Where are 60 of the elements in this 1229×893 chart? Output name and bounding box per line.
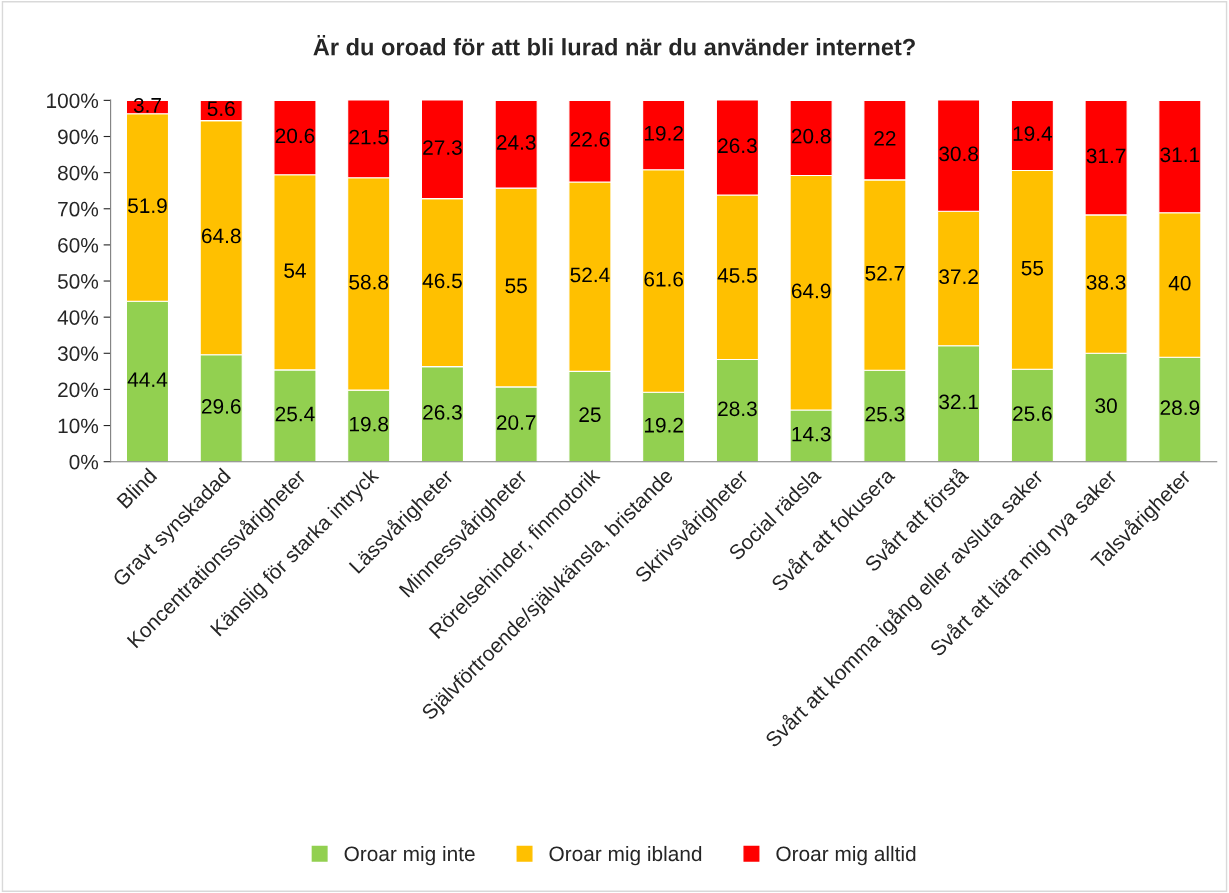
data-label: 20.6: [275, 128, 315, 144]
data-label: 58.8: [349, 274, 389, 290]
data-label: 26.3: [718, 138, 757, 154]
data-label: 30.8: [939, 146, 978, 162]
y-tick-label: 90%: [58, 129, 99, 145]
data-label: 38.3: [1086, 274, 1126, 290]
y-tick-label: 20%: [58, 382, 99, 398]
data-label: 25.6: [1013, 406, 1052, 422]
data-label: 64.9: [791, 283, 831, 299]
data-label: 37.2: [939, 269, 978, 285]
data-label: 64.8: [202, 228, 241, 244]
data-label: 19.8: [350, 416, 389, 432]
data-label: 19.2: [644, 417, 683, 433]
data-label: 51.9: [128, 198, 167, 214]
data-label: 28.3: [718, 401, 757, 417]
data-label: 29.6: [202, 399, 241, 414]
data-label: 61.6: [644, 271, 684, 287]
y-tick-label: 100%: [47, 93, 99, 109]
data-label: 20.7: [496, 415, 536, 430]
chart-title: Är du oroad för att bli lurad när du använder internet?: [313, 35, 915, 56]
data-label: 55: [1021, 260, 1044, 276]
legend-label: Oroar mig inte: [344, 845, 475, 866]
y-tick-label: 10%: [58, 418, 99, 434]
data-label: 22: [874, 130, 896, 146]
data-label: 30: [1095, 398, 1117, 414]
data-label: 19.4: [1013, 126, 1053, 142]
data-label: 27.3: [423, 140, 462, 155]
data-label: 19.2: [644, 125, 683, 141]
data-label: 21.5: [349, 129, 389, 145]
data-label: 46.5: [422, 273, 462, 289]
data-label: 52.7: [865, 265, 905, 281]
data-label: 5.6: [207, 101, 235, 117]
data-label: 55: [505, 278, 527, 294]
data-label: 40: [1168, 275, 1191, 291]
data-label: 31.7: [1086, 148, 1126, 164]
data-label: 52.4: [570, 267, 610, 283]
data-label: 31.1: [1160, 147, 1200, 163]
y-tick-label: 40%: [57, 310, 99, 325]
y-tick-label: 70%: [58, 201, 99, 217]
data-label: 44.4: [127, 372, 168, 387]
y-tick-label: 80%: [58, 165, 99, 181]
legend-label: Oroar mig alltid: [776, 845, 916, 866]
data-label: 20.8: [791, 128, 831, 144]
data-label: 32.1: [939, 394, 978, 410]
y-tick-label: 50%: [57, 274, 99, 289]
data-label: 25: [579, 407, 601, 423]
data-label: 22.6: [570, 132, 610, 147]
y-tick-label: 30%: [57, 346, 99, 362]
data-label: 54: [284, 263, 306, 278]
y-tick-label: 0%: [69, 454, 99, 470]
data-label: 3.7: [133, 97, 161, 113]
data-label: 14.3: [792, 426, 831, 442]
y-tick-label: 60%: [58, 237, 99, 253]
data-label: 25.4: [275, 406, 315, 422]
data-label: 28.9: [1160, 400, 1200, 416]
data-label: 45.5: [717, 268, 757, 283]
data-label: 24.3: [496, 135, 536, 150]
data-label: 26.3: [423, 405, 462, 420]
legend-label: Oroar mig ibland: [549, 845, 702, 866]
data-label: 25.3: [865, 406, 905, 422]
